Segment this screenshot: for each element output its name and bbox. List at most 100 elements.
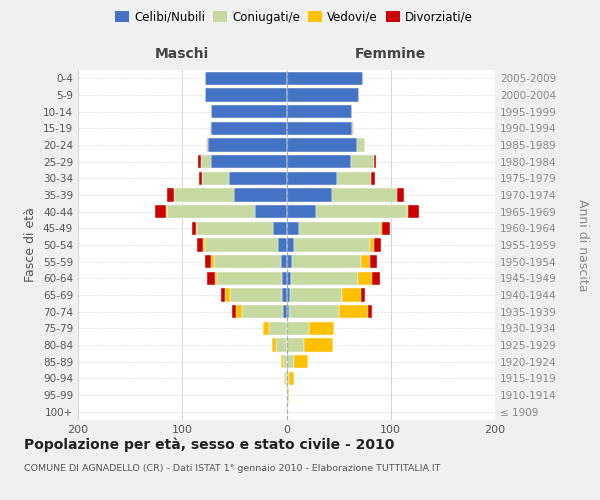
Bar [361, 288, 365, 302]
Bar [342, 288, 361, 302]
Bar [225, 288, 230, 302]
Bar [287, 122, 352, 135]
Bar [299, 222, 380, 235]
Bar [304, 338, 334, 351]
Bar [287, 222, 299, 235]
Bar [211, 255, 214, 268]
Bar [205, 88, 287, 102]
Bar [196, 222, 197, 235]
Bar [255, 205, 287, 218]
Bar [287, 272, 290, 285]
Bar [214, 255, 281, 268]
Bar [167, 205, 255, 218]
Bar [215, 272, 217, 285]
Bar [287, 322, 310, 335]
Bar [287, 88, 359, 102]
Bar [205, 72, 287, 85]
Bar [287, 338, 304, 351]
Bar [174, 188, 235, 202]
Bar [197, 222, 273, 235]
Bar [229, 172, 287, 185]
Bar [358, 138, 365, 151]
Bar [372, 272, 380, 285]
Bar [206, 138, 208, 151]
Bar [287, 288, 290, 302]
Bar [281, 255, 287, 268]
Bar [197, 238, 203, 252]
Y-axis label: Anni di nascita: Anni di nascita [576, 198, 589, 291]
Bar [287, 355, 294, 368]
Bar [273, 222, 287, 235]
Bar [290, 272, 358, 285]
Bar [287, 388, 289, 402]
Bar [287, 105, 352, 118]
Bar [294, 355, 308, 368]
Bar [316, 205, 407, 218]
Bar [338, 305, 368, 318]
Bar [221, 288, 225, 302]
Bar [287, 188, 332, 202]
Bar [198, 155, 201, 168]
Bar [289, 372, 294, 385]
Bar [217, 272, 283, 285]
Bar [283, 288, 287, 302]
Bar [283, 272, 287, 285]
Bar [201, 155, 211, 168]
Bar [242, 305, 283, 318]
Text: COMUNE DI AGNADELLO (CR) - Dati ISTAT 1° gennaio 2010 - Elaborazione TUTTITALIA.: COMUNE DI AGNADELLO (CR) - Dati ISTAT 1°… [24, 464, 440, 473]
Bar [374, 155, 376, 168]
Bar [368, 305, 372, 318]
Bar [202, 172, 229, 185]
Bar [407, 205, 409, 218]
Bar [272, 338, 276, 351]
Bar [287, 138, 358, 151]
Bar [371, 172, 375, 185]
Bar [351, 155, 374, 168]
Bar [276, 338, 287, 351]
Bar [283, 305, 287, 318]
Bar [287, 205, 316, 218]
Bar [286, 372, 287, 385]
Text: Popolazione per età, sesso e stato civile - 2010: Popolazione per età, sesso e stato civil… [24, 438, 394, 452]
Bar [409, 205, 419, 218]
Bar [236, 305, 242, 318]
Bar [382, 222, 390, 235]
Bar [211, 155, 287, 168]
Bar [191, 222, 196, 235]
Bar [211, 122, 287, 135]
Bar [211, 105, 287, 118]
Bar [205, 255, 211, 268]
Text: Femmine: Femmine [355, 48, 427, 61]
Bar [287, 255, 292, 268]
Bar [380, 222, 382, 235]
Bar [370, 238, 374, 252]
Bar [287, 372, 289, 385]
Bar [287, 72, 362, 85]
Bar [290, 288, 342, 302]
Bar [374, 238, 382, 252]
Bar [207, 272, 215, 285]
Bar [332, 188, 397, 202]
Bar [294, 238, 370, 252]
Bar [166, 205, 167, 218]
Bar [199, 172, 202, 185]
Bar [281, 355, 283, 368]
Bar [284, 372, 286, 385]
Bar [205, 238, 278, 252]
Bar [203, 238, 205, 252]
Bar [352, 122, 354, 135]
Bar [263, 322, 269, 335]
Bar [287, 172, 337, 185]
Bar [167, 188, 174, 202]
Bar [361, 255, 370, 268]
Bar [370, 255, 377, 268]
Bar [289, 305, 338, 318]
Bar [155, 205, 166, 218]
Bar [337, 172, 371, 185]
Bar [397, 188, 404, 202]
Bar [230, 288, 283, 302]
Bar [208, 138, 287, 151]
Bar [269, 322, 287, 335]
Bar [287, 305, 289, 318]
Bar [287, 155, 351, 168]
